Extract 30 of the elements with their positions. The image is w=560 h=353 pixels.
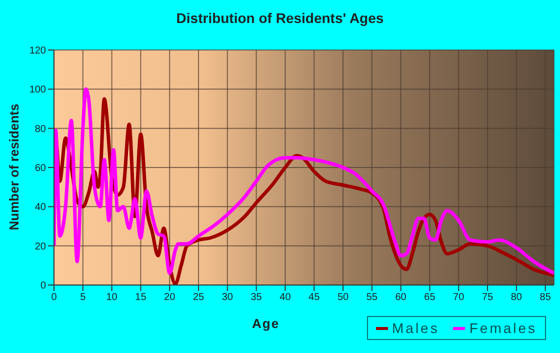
x-tick-label: 55 xyxy=(366,292,378,304)
x-tick-label: 35 xyxy=(250,292,262,304)
x-tick-label: 5 xyxy=(80,292,86,304)
x-tick-label: 30 xyxy=(222,292,234,304)
y-tick-label: 100 xyxy=(29,84,46,96)
x-axis-title: Age xyxy=(252,316,280,331)
x-tick-label: 50 xyxy=(337,292,350,304)
x-tick-label: 80 xyxy=(510,292,522,304)
y-tick-label: 120 xyxy=(29,46,46,57)
x-tick-label: 85 xyxy=(540,292,552,304)
x-tick-label: 25 xyxy=(192,292,205,304)
y-tick-label: 80 xyxy=(34,124,46,135)
x-tick-label: 15 xyxy=(135,292,147,304)
x-tick-label: 60 xyxy=(395,292,407,304)
y-tick-label: 40 xyxy=(34,202,46,214)
x-tick-label: 70 xyxy=(453,292,465,304)
x-tick-label: 0 xyxy=(51,292,58,304)
y-tick-label: 0 xyxy=(40,280,46,292)
chart-title: Distribution of Residents' Ages xyxy=(175,10,385,26)
y-tick-label: 60 xyxy=(34,163,46,174)
x-tick-label: 10 xyxy=(106,292,118,304)
y-tick-label: 20 xyxy=(34,241,46,252)
x-tick-label: 45 xyxy=(308,292,320,304)
x-tick-label: 20 xyxy=(164,292,176,304)
y-axis-title: Number of residents xyxy=(6,104,22,230)
legend-label: Males xyxy=(391,320,440,336)
x-tick-label: 75 xyxy=(482,292,494,304)
x-tick-label: 40 xyxy=(280,292,292,304)
x-tick-label: 65 xyxy=(424,292,436,304)
legend-label: Females xyxy=(468,320,538,336)
